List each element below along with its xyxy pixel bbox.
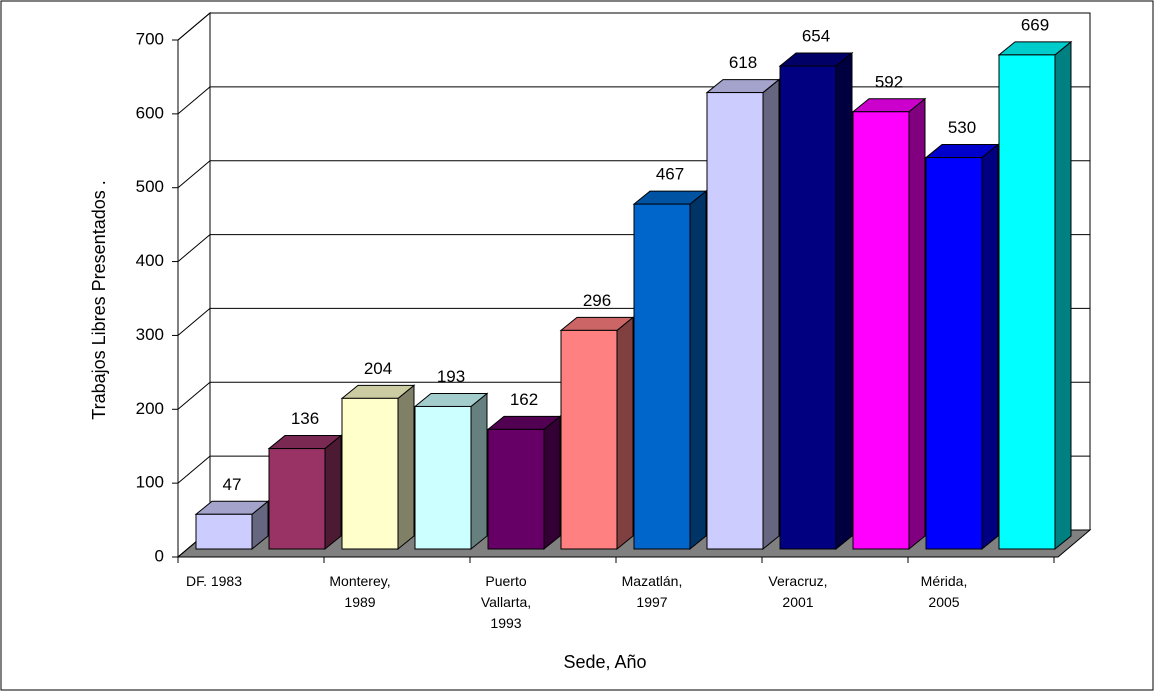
bar-front [998,54,1056,550]
y-tick-label: 0 [155,546,164,565]
grid-line [177,160,211,189]
bar-side [397,384,415,551]
x-tick-label-line: 2005 [928,594,959,610]
bar-front [706,92,764,550]
bar [997,40,1073,551]
bar-front [852,111,910,550]
bar [559,316,635,551]
value-label: 530 [948,118,976,137]
bar-front [560,329,618,550]
bar-side [616,316,634,551]
x-tick-label-line: 2001 [782,594,813,610]
grid-line [177,308,211,336]
x-tick-label-line: Vallarta, [481,594,531,610]
bar-front [925,157,983,550]
value-label: 47 [223,475,242,494]
bar [924,143,1000,551]
bar-front [487,428,545,550]
x-tick-label: Puerto Vallarta, 1993 [481,573,531,631]
value-label: 136 [291,409,319,428]
value-label: 193 [437,367,465,386]
y-tick-label: 200 [136,399,164,418]
bar [705,78,781,551]
grid-line [177,455,211,484]
x-tick-label: Mazatlán, 1997 [622,573,683,610]
y-axis-label: Trabajos Libres Presentados . [89,180,109,419]
y-tick-label: 500 [136,177,164,196]
bar-side [835,51,853,551]
value-label: 669 [1021,15,1049,34]
grid-line [177,86,211,115]
x-tick-label-line: 1997 [636,594,667,610]
value-label: 467 [656,165,684,184]
bar [632,190,708,551]
value-label: 204 [364,359,392,378]
x-tick-label-line: 1989 [344,594,375,610]
value-label: 296 [583,291,611,310]
bar-side [324,434,342,551]
bar [413,392,489,551]
bar-front [341,397,399,550]
bar-side [470,392,488,551]
x-tick-label: DF. 1983 [186,573,242,589]
x-tick-label-line: 1993 [490,615,521,631]
x-tick-label-line: DF. 1983 [186,573,242,589]
bar-front [779,65,837,550]
x-tick-label-line: Veracruz, [768,573,827,589]
x-tick-label-line: Monterey, [329,573,390,589]
bar [194,500,270,551]
bar-front [633,203,691,550]
bar-front [414,405,472,550]
x-tick-label: Monterey, 1989 [329,573,390,610]
y-tick-label: 300 [136,325,164,344]
bar-side [543,415,561,551]
x-tick-label-line: Puerto [485,573,526,589]
y-tick-label: 400 [136,251,164,270]
grid-line [177,381,211,410]
bar-front [268,448,326,550]
y-tick-label: 600 [136,103,164,122]
value-label: 654 [802,26,830,45]
bar [486,415,562,551]
value-label: 592 [875,72,903,91]
y-tick-label: 100 [136,473,164,492]
x-tick-label-line: Mérida, [921,573,968,589]
bar-side [981,143,999,551]
bar-side [1054,40,1072,551]
value-label: 162 [510,390,538,409]
bar [267,434,343,551]
bar [340,384,416,551]
y-tick-label: 700 [136,29,164,48]
x-tick-label: Veracruz, 2001 [768,573,827,610]
bar-side [689,190,707,551]
grid-line [177,234,211,262]
bar-side [908,97,926,551]
bar-front [195,513,253,550]
x-axis-label: Sede, Año [563,652,646,672]
bar-side [762,78,780,551]
bar [851,97,927,551]
x-tick-label-line: Mazatlán, [622,573,683,589]
value-label: 618 [729,53,757,72]
bar [778,51,854,551]
x-tick-label: Mérida, 2005 [921,573,968,610]
grid-line [177,12,211,41]
